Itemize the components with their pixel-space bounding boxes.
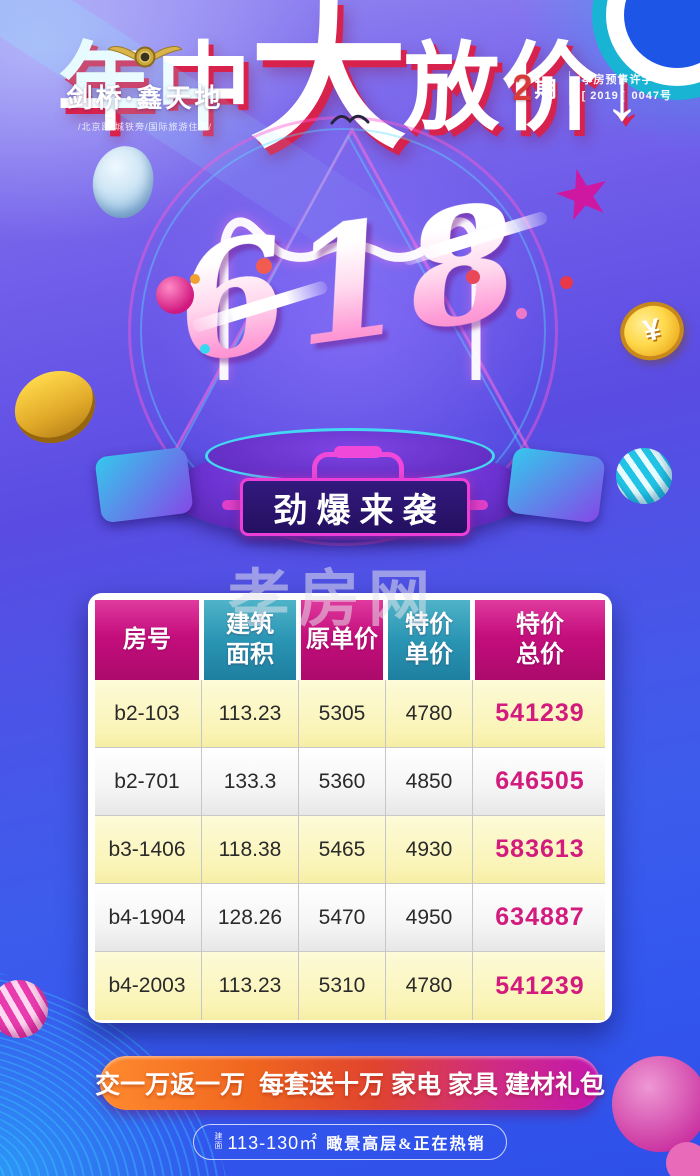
tagline-text: 瞰景高层&正在热销 [326,1136,486,1153]
gold-coin-icon [3,358,107,456]
table-row: b4-1904 128.26 5470 4950 634887 [95,884,605,952]
cell-special-total: 541239 [495,971,585,1000]
cell-special-total: 583613 [495,835,585,863]
cell-room: b4-1904 [108,905,186,929]
star-icon [550,162,615,227]
cell-special-total: 646505 [495,767,585,795]
ribbon-text: 劲爆来袭 [273,491,446,530]
column-divider [298,680,299,1020]
headline-left: 年中 [58,10,254,149]
col-header-special-unit: 特价 单价 [388,600,470,680]
cat-head-frame-icon [219,217,481,380]
cell-area: 113.23 [218,701,282,725]
brand-subtitle: /北京路/城铁旁/国际旅游住区/ [77,122,212,132]
tagline-pill: 建面 113-130㎡ 瞰景高层&正在热销 [193,1124,507,1160]
striped-ball-pink [0,980,48,1038]
col-header-special-total: 特价 总价 [475,600,605,680]
price-table: 房号 建筑 面积 原单价 特价 单价 特价 总价 b2-103 113.23 5… [88,593,612,1023]
cell-special-unit: 4950 [405,905,453,929]
cell-special-total: 634887 [495,903,585,931]
col-header-area: 建筑 面积 [204,600,296,680]
col-header-room: 房号 [95,600,199,680]
cell-area: 113.23 [218,974,282,997]
pink-dot-decoration [666,1142,700,1176]
ribbon-sign: 劲爆来袭 [240,478,470,536]
permit-line2: [ 2019 ] 0047号 [581,90,672,102]
cell-area: 133.3 [223,769,277,793]
bird-icon [330,114,370,125]
column-divider [201,680,202,1020]
headline-right: 放价 [403,34,600,142]
cell-orig-price: 5465 [318,837,366,861]
divider [568,71,570,105]
table-row: b4-2003 113.23 5310 4780 541239 [95,952,605,1020]
sign-bolt-left [222,500,244,510]
dot-decoration [190,274,200,284]
dot-decoration [466,270,480,284]
cell-orig-price: 5305 [318,701,366,725]
cell-room: b2-103 [114,701,180,725]
podium-flank-left [94,446,194,524]
dot-decoration [516,308,527,319]
promo-banner: 交一万返一万 每套送十万 家电 家具 建材礼包 [95,1056,605,1110]
pink-circle-decoration [612,1056,700,1152]
cell-room: b3-1406 [108,837,186,861]
cell-orig-price: 5360 [318,769,366,793]
dot-decoration [560,276,573,289]
cell-special-unit: 4780 [405,701,453,725]
magenta-ball-decoration [156,276,194,314]
cell-orig-price: 5310 [318,974,366,997]
phase-permit-block: 2 期 孝房预售许字 [ 2019 ] 0047号 [513,70,672,106]
cell-area: 128.26 [217,905,283,929]
phase-number: 2 [512,67,533,108]
column-divider [472,680,473,1020]
cell-orig-price: 5470 [318,905,366,929]
dot-decoration [200,344,210,354]
yen-coin-icon: ¥ [613,294,691,368]
tagline-range: 113-130㎡ [227,1133,319,1153]
cell-special-unit: 4850 [405,769,453,793]
promo-banner-text: 交一万返一万 每套送十万 家电 家具 建材礼包 [95,1071,605,1099]
col-header-orig-price: 原单价 [301,600,383,680]
table-body: b2-103 113.23 5305 4780 541239 b2-701 13… [95,680,605,1020]
sign-bolt-right [466,500,488,510]
cell-special-total: 541239 [495,699,585,727]
permit-line1: 孝房预售许字 [581,74,654,86]
cell-room: b2-701 [114,769,180,793]
cell-special-unit: 4780 [405,974,453,997]
phase-label: 期 [534,77,557,102]
table-header-row: 房号 建筑 面积 原单价 特价 单价 特价 总价 [95,600,605,680]
table-row: b2-103 113.23 5305 4780 541239 [95,680,605,748]
cell-room: b4-2003 [108,974,186,997]
cell-area: 118.38 [218,837,282,861]
dot-decoration [256,258,272,274]
table-row: b3-1406 118.38 5465 4930 583613 [95,816,605,884]
badge-618-text: 618 [164,167,536,399]
yen-symbol: ¥ [640,312,664,349]
wings-emblem-icon [107,46,183,68]
tagline-prefix: 建面 [214,1132,224,1150]
sign-handle-grip [334,446,382,458]
down-arrow-icon: ↓ [603,51,643,135]
podium-flank-right [506,446,606,524]
striped-ball-cyan [616,448,672,504]
column-divider [385,680,386,1020]
presale-permit: 孝房预售许字 [ 2019 ] 0047号 [582,72,672,104]
cell-special-unit: 4930 [405,837,453,861]
table-row: b2-701 133.3 5360 4850 646505 [95,748,605,816]
tagline-row: 建面 113-130㎡ 瞰景高层&正在热销 [0,1124,700,1160]
brand-block: 剑桥·鑫天地 /北京路/城铁旁/国际旅游住区/ [40,40,250,133]
brand-title: 剑桥·鑫天地 [66,84,224,113]
